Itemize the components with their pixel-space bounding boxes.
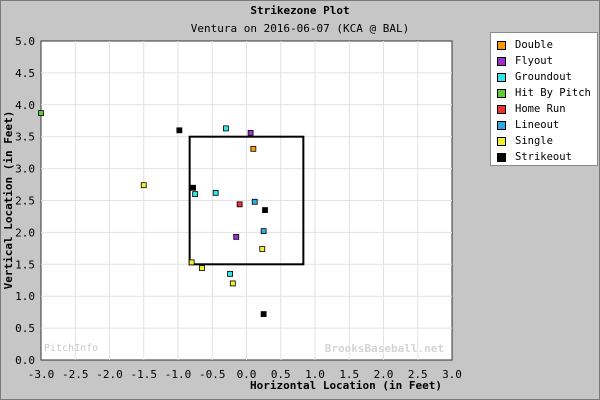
x-tick-label: 1.5 xyxy=(339,368,359,381)
legend-swatch xyxy=(497,40,506,50)
pitch-point xyxy=(38,110,44,116)
pitch-point xyxy=(229,280,236,287)
legend-swatch xyxy=(497,72,506,82)
pitch-point xyxy=(236,201,243,208)
y-tick-label: 2.0 xyxy=(15,226,35,239)
y-tick-label: 1.0 xyxy=(15,290,35,303)
pitch-point xyxy=(223,125,229,132)
y-axis-label: Vertical Location (in Feet) xyxy=(2,111,15,290)
chart-subtitle: Ventura on 2016-06-07 (KCA @ BAL) xyxy=(191,22,410,35)
legend-label: Strikeout xyxy=(515,151,572,163)
pitch-point xyxy=(227,270,233,277)
y-tick-label: 5.0 xyxy=(15,35,35,48)
y-tick-label: 4.5 xyxy=(15,67,35,80)
legend-item: Lineout xyxy=(497,118,559,132)
pitch-point xyxy=(188,259,195,266)
y-tick-label: 3.5 xyxy=(15,131,35,144)
pitch-point xyxy=(190,184,196,191)
y-tick-label: 2.5 xyxy=(15,195,35,208)
x-tick-label: -1.0 xyxy=(165,368,192,381)
y-tick-label: 3.0 xyxy=(15,163,35,176)
legend-label: Single xyxy=(515,135,553,147)
x-tick-label: -2.5 xyxy=(62,368,89,381)
y-tick-label: 4.0 xyxy=(15,99,35,112)
legend-item: Strikeout xyxy=(497,150,572,164)
legend-swatch xyxy=(497,104,506,114)
y-tick-label: 0.5 xyxy=(15,322,35,335)
pitch-point xyxy=(262,207,268,213)
pitch-point xyxy=(259,246,266,252)
legend-item: Flyout xyxy=(497,54,553,68)
legend-swatch xyxy=(497,88,506,98)
pitch-point xyxy=(260,228,267,235)
pitch-points xyxy=(38,110,268,317)
pitch-point xyxy=(250,145,257,152)
pitch-point xyxy=(251,198,258,205)
watermark-right: BrooksBaseball.net xyxy=(325,342,444,355)
pitch-point xyxy=(176,127,183,134)
strike-zone-box xyxy=(188,135,305,266)
x-tick-label: 3.0 xyxy=(442,368,462,381)
pitch-point xyxy=(199,265,205,272)
y-tick-label: 0.0 xyxy=(15,354,35,367)
x-tick-label: 2.5 xyxy=(408,368,428,381)
legend-label: Double xyxy=(515,39,553,51)
watermark-left: PitchInfo xyxy=(44,343,98,354)
y-tick-labels: 0.0 0.5 1.0 1.5 2.0 2.5 3.0 3.5 4.0 4.5 5.0 xyxy=(15,35,35,367)
grid xyxy=(41,41,452,360)
legend: Double Flyout Groundout Hit By Pitch Home Ru… xyxy=(490,32,598,166)
legend-label: Flyout xyxy=(515,55,553,67)
x-tick-label: 2.0 xyxy=(374,368,394,381)
legend-item: Home Run xyxy=(497,102,566,116)
legend-label: Home Run xyxy=(515,103,566,115)
legend-swatch xyxy=(497,152,506,162)
pitch-point xyxy=(233,233,240,240)
legend-label: Lineout xyxy=(515,119,560,131)
y-tick-label: 1.5 xyxy=(15,258,35,271)
legend-item: Double xyxy=(497,38,553,52)
x-tick-label: -0.5 xyxy=(199,368,226,381)
x-tick-label: -1.5 xyxy=(131,368,158,381)
pitch-point xyxy=(247,129,254,136)
pitch-point xyxy=(140,182,147,189)
x-tick-label: 0.5 xyxy=(271,368,291,381)
legend-item: Groundout xyxy=(497,70,572,84)
x-tick-label: 1.0 xyxy=(305,368,325,381)
x-tick-label: 0.0 xyxy=(237,368,257,381)
legend-item: Hit By Pitch xyxy=(497,86,591,100)
legend-item: Single xyxy=(497,134,553,148)
pitch-point xyxy=(212,189,219,196)
legend-label: Hit By Pitch xyxy=(515,87,591,99)
pitch-point xyxy=(260,311,267,317)
x-tick-labels: -3.0 -2.5 -2.0 -1.5 -1.0 -0.5 0.0 0.5 1.0 1.5 2.0 2… xyxy=(28,368,462,381)
x-tick-label: -3.0 xyxy=(28,368,55,381)
legend-swatch xyxy=(497,56,506,66)
legend-swatch xyxy=(497,120,506,130)
chart-title: Strikezone Plot xyxy=(250,4,349,17)
x-tick-label: -2.0 xyxy=(96,368,123,381)
pitch-point xyxy=(192,191,199,198)
legend-label: Groundout xyxy=(515,71,572,83)
legend-swatch xyxy=(497,136,506,146)
x-axis-label: Horizontal Location (in Feet) xyxy=(250,379,442,392)
